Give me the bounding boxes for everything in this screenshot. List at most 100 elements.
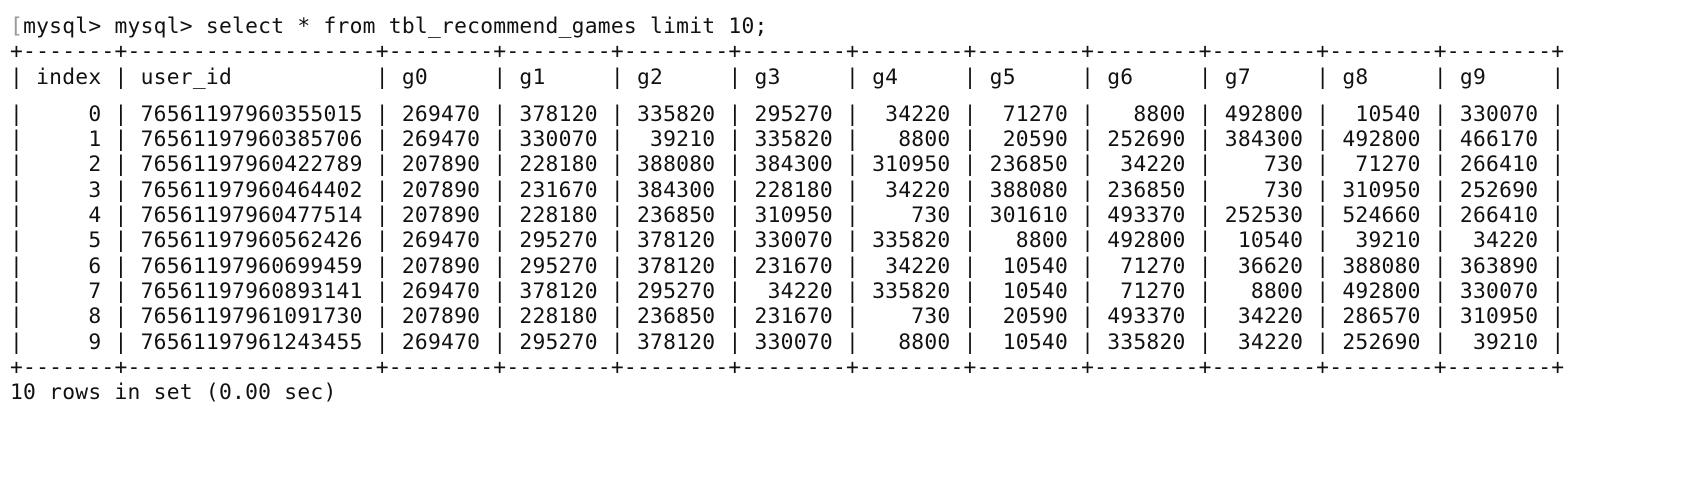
cell-g6: 71270 [1094, 278, 1199, 304]
cell-g1: 228180 [506, 152, 611, 178]
cell-g9: 363890 [1446, 253, 1552, 279]
cell-g2: 236850 [623, 304, 729, 330]
table-row: | 5 | 76561197960562426 | 269470 | 29527… [10, 228, 1565, 254]
cell-g1: 228180 [506, 203, 611, 229]
cell-g3: 384300 [741, 152, 846, 178]
cell-g7: 34220 [1211, 304, 1317, 330]
cell-g2: 384300 [623, 177, 729, 203]
command-text: mysql> mysql> select * from tbl_recommen… [23, 14, 768, 39]
selection-bracket-icon: [ [10, 14, 24, 39]
cell-g1: 378120 [506, 278, 611, 304]
cell-g3: 330070 [741, 228, 846, 254]
header-cell-g7: g7 [1211, 64, 1317, 90]
cell-g9: 252690 [1446, 177, 1552, 203]
cell-g2: 378120 [623, 228, 729, 254]
cell-g3: 330070 [741, 329, 846, 355]
terminal-window: [mysql> mysql> select * from tbl_recomme… [0, 14, 1704, 405]
cell-g2: 388080 [623, 152, 729, 178]
cell-g6: 252690 [1094, 127, 1199, 153]
table-border-top: +-------+-------------------+--------+--… [10, 39, 1565, 65]
cell-g7: 492800 [1211, 101, 1317, 127]
cell-g7: 34220 [1211, 329, 1317, 355]
cell-g5: 10540 [976, 253, 1082, 279]
cell-g7: 730 [1211, 152, 1317, 178]
cell-g9: 466170 [1446, 127, 1552, 153]
cell-g7: 36620 [1211, 253, 1317, 279]
cell-g1: 295270 [506, 228, 611, 254]
table-row: | 3 | 76561197960464402 | 207890 | 23167… [10, 177, 1565, 203]
cell-index: 4 [23, 203, 115, 229]
cell-g2: 378120 [623, 329, 729, 355]
cell-g3: 335820 [741, 127, 846, 153]
result-summary: 10 rows in set (0.00 sec) [10, 380, 337, 406]
cell-g0: 207890 [388, 304, 494, 330]
table-border-bottom: +-------+-------------------+--------+--… [10, 354, 1565, 380]
cell-g0: 207890 [388, 253, 494, 279]
cell-g2: 39210 [623, 127, 729, 153]
cell-g2: 335820 [623, 101, 729, 127]
cell-index: 6 [23, 253, 115, 279]
cell-user_id: 76561197961091730 [127, 304, 376, 330]
cell-g4: 335820 [859, 228, 964, 254]
cell-g9: 330070 [1446, 101, 1552, 127]
cell-user_id: 76561197960893141 [127, 278, 376, 304]
cell-index: 3 [23, 177, 115, 203]
cell-index: 7 [23, 278, 115, 304]
cell-g0: 269470 [388, 278, 494, 304]
cell-g0: 269470 [388, 228, 494, 254]
cell-g8: 388080 [1329, 253, 1434, 279]
cell-g6: 71270 [1094, 253, 1199, 279]
header-cell-g9: g9 [1446, 64, 1552, 90]
table-row: | 1 | 76561197960385706 | 269470 | 33007… [10, 127, 1565, 153]
header-cell-g8: g8 [1329, 64, 1434, 90]
table-row: | 2 | 76561197960422789 | 207890 | 22818… [10, 152, 1565, 178]
table-row: | 4 | 76561197960477514 | 207890 | 22818… [10, 203, 1565, 229]
cell-index: 9 [23, 329, 115, 355]
cell-g8: 310950 [1329, 177, 1434, 203]
cell-g8: 71270 [1329, 152, 1434, 178]
cell-g1: 330070 [506, 127, 611, 153]
cell-g8: 492800 [1329, 278, 1434, 304]
cell-g6: 493370 [1094, 203, 1199, 229]
cell-g8: 492800 [1329, 127, 1434, 153]
cell-g5: 10540 [976, 278, 1082, 304]
table-header-gap [10, 90, 1704, 102]
cell-g9: 266410 [1446, 152, 1552, 178]
cell-g5: 301610 [976, 203, 1082, 229]
cell-g4: 730 [859, 203, 964, 229]
cell-user_id: 76561197960562426 [127, 228, 376, 254]
cell-user_id: 76561197960699459 [127, 253, 376, 279]
cell-g5: 236850 [976, 152, 1082, 178]
cell-g5: 20590 [976, 304, 1082, 330]
cell-g4: 335820 [859, 278, 964, 304]
table-row: | 9 | 76561197961243455 | 269470 | 29527… [10, 329, 1565, 355]
cell-g2: 295270 [623, 278, 729, 304]
cell-index: 8 [23, 304, 115, 330]
cell-g8: 286570 [1329, 304, 1434, 330]
cell-g9: 34220 [1446, 228, 1552, 254]
cell-user_id: 76561197960355015 [127, 101, 376, 127]
cell-g9: 330070 [1446, 278, 1552, 304]
cell-g5: 8800 [976, 228, 1082, 254]
cell-g4: 34220 [859, 177, 964, 203]
cell-g7: 8800 [1211, 278, 1317, 304]
cell-g7: 384300 [1211, 127, 1317, 153]
cell-index: 1 [23, 127, 115, 153]
cell-g9: 310950 [1446, 304, 1552, 330]
table-body: | 0 | 76561197960355015 | 269470 | 37812… [10, 102, 1704, 355]
cell-g5: 10540 [976, 329, 1082, 355]
cell-g1: 378120 [506, 101, 611, 127]
cell-user_id: 76561197960464402 [127, 177, 376, 203]
cell-g6: 236850 [1094, 177, 1199, 203]
command-line: [mysql> mysql> select * from tbl_recomme… [10, 14, 1704, 39]
header-cell-g2: g2 [623, 64, 729, 90]
cell-g6: 8800 [1094, 101, 1199, 127]
cell-g8: 252690 [1329, 329, 1434, 355]
cell-g0: 269470 [388, 101, 494, 127]
header-cell-g1: g1 [506, 64, 611, 90]
cell-g3: 310950 [741, 203, 846, 229]
cell-g6: 492800 [1094, 228, 1199, 254]
cell-g8: 10540 [1329, 101, 1434, 127]
cell-g6: 335820 [1094, 329, 1199, 355]
cell-g9: 39210 [1446, 329, 1552, 355]
